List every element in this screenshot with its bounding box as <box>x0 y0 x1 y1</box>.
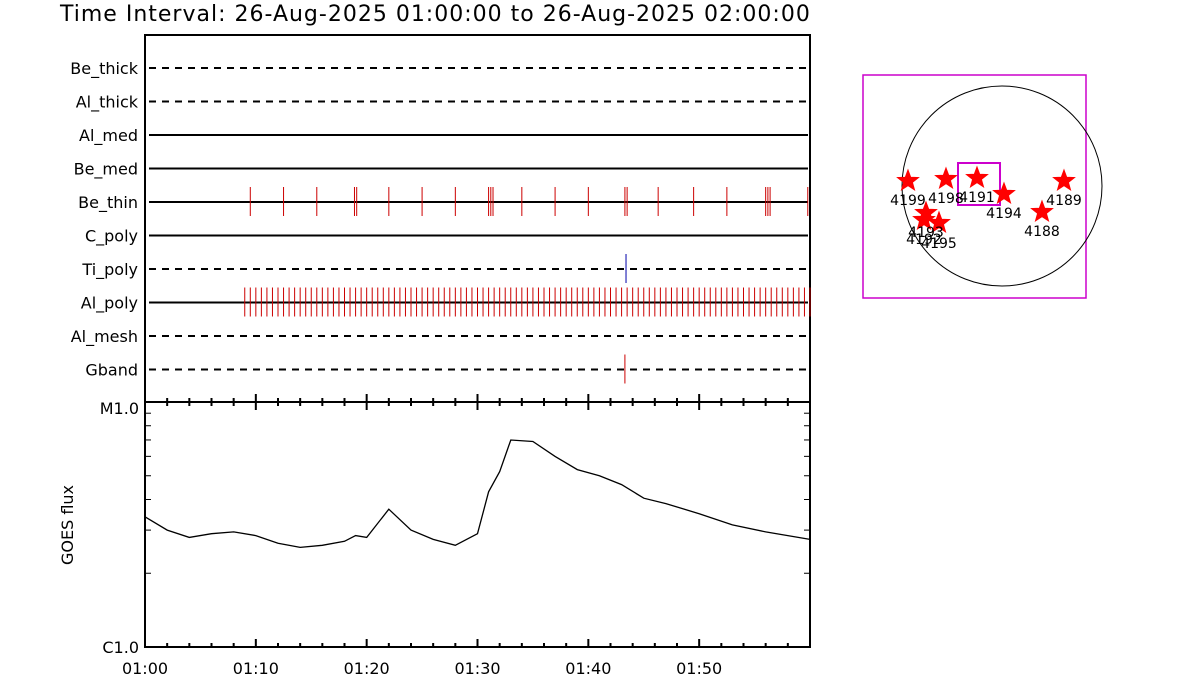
region-label: 4189 <box>1046 193 1082 209</box>
region-star <box>896 168 920 192</box>
channel-label: Al_mesh <box>71 327 138 347</box>
region-star <box>912 207 936 231</box>
y-axis-label: GOES flux <box>58 485 77 565</box>
channel-label: Al_poly <box>81 294 138 314</box>
x-tick-label: 01:00 <box>122 659 168 678</box>
region-label: 4188 <box>1024 224 1060 240</box>
region-label: 4192 <box>906 232 942 248</box>
region-label: 4194 <box>986 206 1022 222</box>
region-star <box>927 210 951 234</box>
channel-label: Al_thick <box>76 93 139 113</box>
channel-label: Al_med <box>79 126 138 146</box>
goes-frame <box>144 401 811 648</box>
region-label: 4195 <box>921 236 957 252</box>
timeline-frame <box>144 34 811 403</box>
region-label: 4199 <box>890 193 926 209</box>
region-label: 4191 <box>959 190 995 206</box>
x-tick-label: 01:40 <box>565 659 611 678</box>
region-star <box>1030 199 1054 223</box>
region-star <box>992 181 1016 205</box>
goes-curve <box>144 439 811 549</box>
channel-label: Be_thin <box>78 193 138 213</box>
region-star <box>1052 168 1076 192</box>
region-label: 4198 <box>928 191 964 207</box>
y-tick-label: M1.0 <box>100 399 139 418</box>
x-tick-label: 01:30 <box>454 659 500 678</box>
channel-label: Gband <box>85 361 138 380</box>
page-title: Time Interval: 26-Aug-2025 01:00:00 to 2… <box>60 2 811 27</box>
y-tick-label: C1.0 <box>102 638 139 657</box>
region-label: 4193 <box>908 225 944 241</box>
x-tick-label: 01:10 <box>233 659 279 678</box>
map-frame <box>862 74 1087 299</box>
channel-label: Be_thick <box>70 59 138 79</box>
channel-label: Ti_poly <box>81 260 138 280</box>
region-star <box>965 165 989 189</box>
x-tick-label: 01:20 <box>344 659 390 678</box>
channel-label: Be_med <box>74 160 138 180</box>
focus-box <box>957 162 1001 206</box>
x-tick-label: 01:50 <box>676 659 722 678</box>
region-star <box>934 166 958 190</box>
solar-disk <box>901 85 1103 287</box>
channel-label: C_poly <box>85 227 138 247</box>
